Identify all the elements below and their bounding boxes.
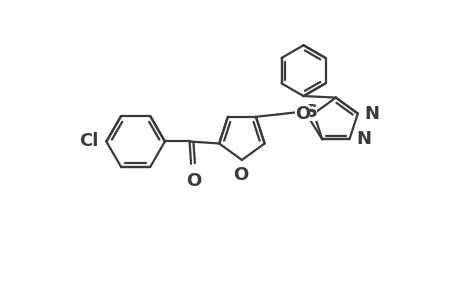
Text: O: O [185,172,201,190]
Text: O: O [232,166,247,184]
Text: Cl: Cl [79,133,99,151]
Text: N: N [364,105,379,123]
Text: S: S [304,103,317,121]
Text: O: O [294,105,309,123]
Text: N: N [356,130,370,148]
